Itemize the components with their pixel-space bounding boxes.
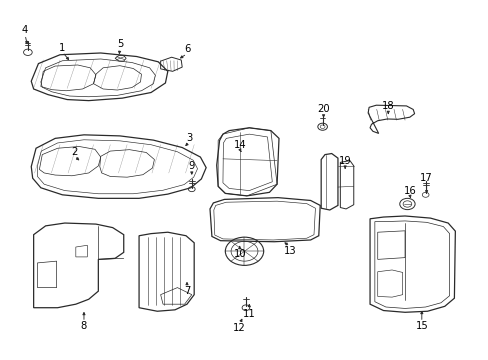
Text: 4: 4	[22, 25, 28, 35]
Text: 16: 16	[403, 186, 415, 195]
Text: 11: 11	[243, 309, 255, 319]
Text: 10: 10	[233, 249, 245, 259]
Text: 3: 3	[186, 133, 192, 143]
Text: 2: 2	[71, 147, 78, 157]
Text: 20: 20	[317, 104, 329, 114]
Text: 14: 14	[233, 140, 245, 150]
Text: 7: 7	[183, 286, 190, 296]
Text: 13: 13	[283, 246, 296, 256]
Text: 5: 5	[117, 39, 123, 49]
Text: 17: 17	[419, 173, 432, 183]
Text: 6: 6	[183, 45, 190, 54]
Text: 15: 15	[415, 321, 427, 332]
Text: 8: 8	[81, 321, 87, 332]
Text: 18: 18	[381, 101, 394, 111]
Text: 12: 12	[233, 323, 245, 333]
Text: 19: 19	[338, 156, 351, 166]
Text: 1: 1	[59, 43, 65, 53]
Text: 9: 9	[188, 161, 195, 171]
